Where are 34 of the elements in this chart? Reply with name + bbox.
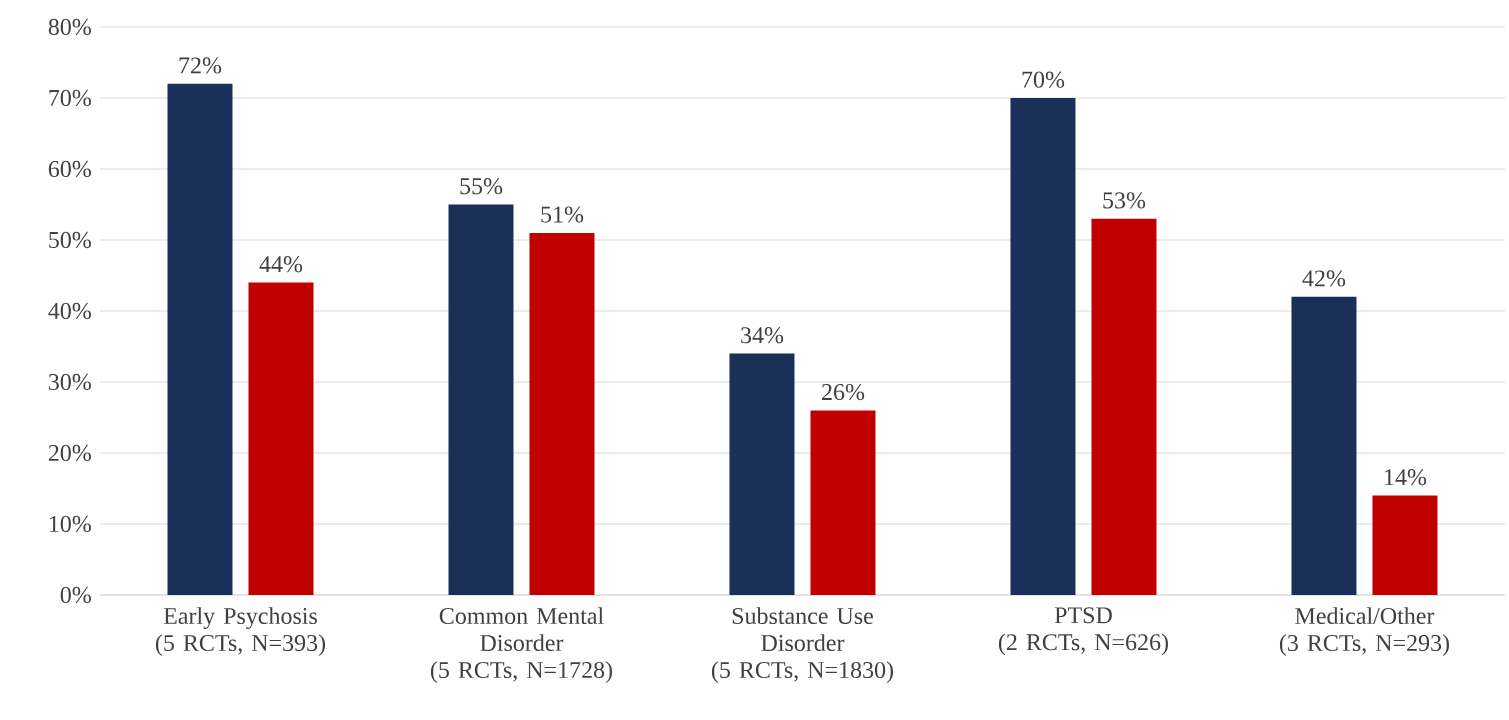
bar [248,282,314,595]
bar [1010,98,1076,595]
bar [1372,495,1438,595]
x-tick-label: Early Psychosis (5 RCTs, N=393) [155,607,326,656]
data-label: 26% [822,383,865,401]
y-tick-label: 10% [49,515,91,533]
y-tick-label: 20% [48,444,91,462]
bar [729,353,795,595]
y-tick-label: 30% [48,373,91,391]
bar [448,204,514,595]
data-label: 44% [259,256,303,273]
x-tick-label: Substance Use Disorder (5 RCTs, N=1830) [711,607,893,683]
y-tick-label: 60% [48,160,91,178]
x-tick-label: Common Mental Disorder (5 RCTs, N=1728) [430,607,612,683]
bar [167,83,233,595]
bar [1091,218,1157,595]
y-tick-label: 50% [49,231,91,249]
data-label: 51% [541,206,584,223]
bar [529,232,595,595]
y-tick-label: 70% [49,89,91,107]
y-tick-label: 80% [48,18,91,36]
x-tick-label: PTSD (2 RCTs, N=626) [998,607,1168,656]
bar [1291,296,1357,595]
bar [810,410,876,595]
data-label: 14% [1385,469,1427,486]
data-label: 55% [460,178,503,195]
data-label: 72% [179,57,222,74]
data-label: 34% [741,327,784,344]
y-tick-label: 40% [48,302,91,320]
data-label: 42% [1302,270,1346,287]
data-label: 53% [1103,192,1146,209]
y-tick-label: 0% [60,586,91,604]
data-label: 70% [1022,71,1065,88]
x-tick-label: Medical/Other (3 RCTs, N=293) [1279,607,1449,656]
